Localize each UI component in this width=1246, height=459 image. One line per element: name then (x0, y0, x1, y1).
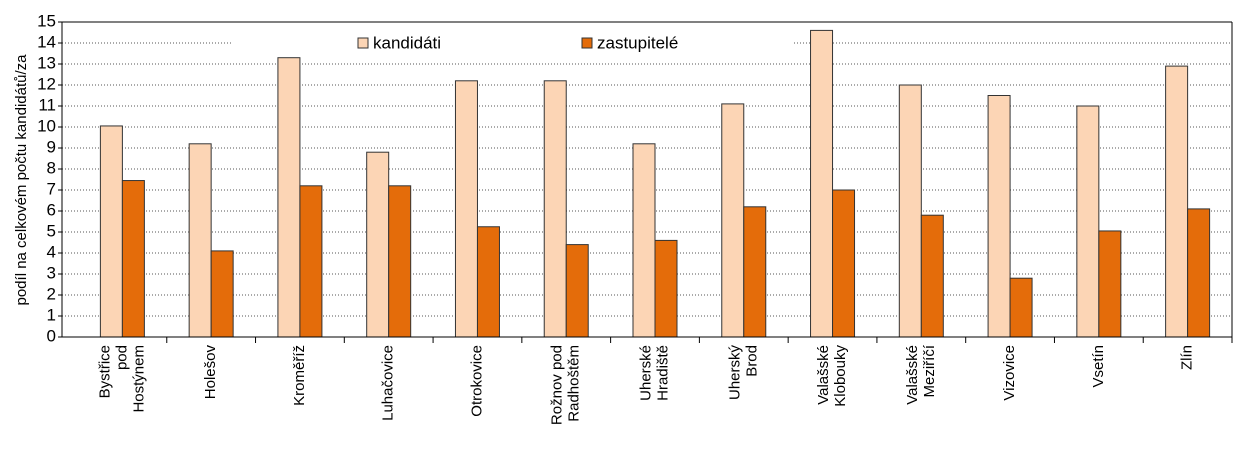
x-tick-label-line: Vizovice (1001, 345, 1018, 401)
x-tick-label: Kroměříž (291, 345, 308, 406)
bar (565, 244, 589, 338)
y-tick-label: 10 (37, 116, 56, 135)
x-tick-label-line: Zlín (1179, 345, 1196, 370)
legend-swatch (357, 37, 369, 49)
y-tick-label: 15 (37, 11, 56, 30)
y-tick-label: 9 (47, 137, 56, 156)
legend-background (232, 28, 792, 56)
bar (277, 57, 301, 338)
x-tick-label-line: Luhačovice (380, 345, 397, 421)
x-tick-label-line: Hradiště (654, 345, 671, 401)
y-tick-label: 1 (47, 305, 56, 324)
y-tick-label: 3 (47, 263, 56, 282)
y-tick-label: 5 (47, 221, 56, 240)
y-tick-label: 7 (47, 179, 56, 198)
x-tick-label: ValašskéKlobouky (815, 345, 849, 407)
bar (388, 185, 412, 338)
x-tick-label: Rožnov podRadhoštěm (549, 345, 583, 425)
bar (987, 95, 1011, 338)
bar (454, 80, 478, 338)
x-tick-label: Luhačovice (380, 345, 397, 421)
x-tick-label-line: Kroměříž (291, 345, 308, 406)
x-tick-label-line: pod (113, 345, 130, 370)
y-tick-label: 2 (47, 284, 56, 303)
bar (1009, 277, 1033, 338)
y-tick-label: 14 (37, 32, 56, 51)
bar (1098, 230, 1122, 338)
x-tick-label: Vizovice (1001, 345, 1018, 401)
bar (920, 214, 944, 338)
x-tick-label-line: Klobouky (832, 345, 849, 407)
bar (832, 189, 856, 338)
bar (898, 84, 922, 338)
y-tick-label: 0 (47, 326, 56, 345)
y-tick-label: 6 (47, 200, 56, 219)
x-tick-label-line: Uherské (637, 345, 654, 401)
x-tick-label: Vsetín (1090, 345, 1107, 388)
bar (366, 151, 390, 338)
legend-label: zastupitelé (597, 33, 678, 52)
bar (1165, 65, 1189, 338)
y-tick-label: 13 (37, 53, 56, 72)
x-tick-label: ValašskéMeziříčí (904, 344, 938, 405)
x-tick-label: Holešov (202, 345, 219, 400)
x-tick-label: UherskýBrod (726, 345, 760, 401)
bar (476, 226, 500, 338)
bar (654, 239, 678, 338)
bar (721, 103, 745, 338)
bar (210, 250, 234, 338)
bar (121, 180, 145, 338)
x-tick-label-line: Rožnov pod (549, 345, 566, 425)
bar (188, 143, 212, 338)
legend-label: kandidáti (373, 33, 441, 52)
legend-swatch (581, 37, 593, 49)
y-tick-label: 12 (37, 74, 56, 93)
bar (99, 125, 123, 338)
x-tick-label: UherskéHradiště (637, 345, 671, 401)
x-tick-label-line: Valašské (815, 345, 832, 405)
y-tick-label: 11 (38, 95, 56, 114)
bar (1076, 105, 1100, 338)
y-tick-label: 8 (47, 158, 56, 177)
y-tick-label: 4 (47, 242, 56, 261)
x-tick-label: Otrokovice (468, 345, 485, 417)
x-tick-label: Zlín (1179, 345, 1196, 370)
bar (810, 29, 834, 338)
x-tick-label-line: Otrokovice (468, 345, 485, 417)
x-tick-label: BystřicepodHostýnem (96, 345, 147, 413)
x-tick-label-line: Valašské (904, 345, 921, 405)
x-tick-label-line: Vsetín (1090, 345, 1107, 388)
bar (743, 206, 767, 338)
x-tick-label-line: Radhoštěm (566, 345, 583, 422)
x-tick-label-line: Meziříčí (921, 344, 938, 397)
bar (632, 143, 656, 338)
bar (543, 80, 567, 338)
x-tick-label-line: Bystřice (96, 345, 113, 398)
x-tick-label-line: Brod (743, 345, 760, 377)
x-tick-label-line: Holešov (202, 345, 219, 400)
bar (299, 185, 323, 338)
x-tick-label-line: Hostýnem (130, 345, 147, 413)
y-axis-label: podíl na celkovém počtu kandidátů/za (13, 54, 30, 306)
x-tick-label-line: Uherský (726, 345, 743, 401)
bar (1187, 208, 1211, 338)
